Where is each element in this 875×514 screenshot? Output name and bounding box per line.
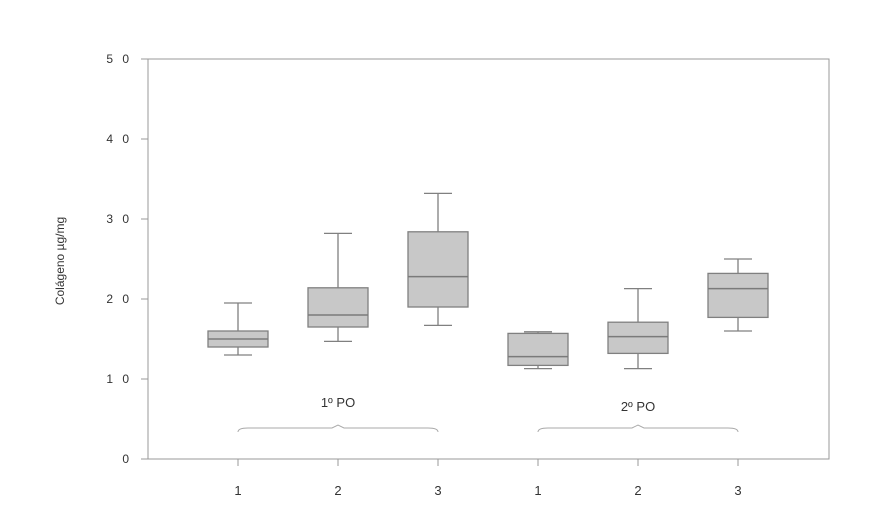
- box-iqr: [707, 272, 769, 319]
- group-2: 2º PO: [537, 399, 739, 433]
- box-3: [407, 192, 469, 327]
- box-iqr: [307, 287, 369, 328]
- y-tick-label: 4 0: [106, 132, 132, 146]
- box-2: [307, 232, 369, 343]
- group-annotations: 1º PO 2º PO: [237, 395, 739, 433]
- box-iqr: [507, 332, 569, 367]
- y-axis-label: Colágeno µg/mg: [53, 217, 67, 305]
- box-iqr: [407, 231, 469, 308]
- x-tick-label: 1: [234, 483, 241, 498]
- y-axis-ticks: 0 1 0 2 0 3 0 4 0 5 0: [106, 52, 148, 466]
- box-1: [207, 302, 269, 356]
- box-4: [507, 331, 569, 370]
- box-6: [707, 258, 769, 332]
- box-series: [207, 192, 769, 370]
- x-tick-label: 2: [334, 483, 341, 498]
- y-tick-label: 1 0: [106, 372, 132, 386]
- y-tick-label: 0: [122, 452, 132, 466]
- x-tick-label: 2: [634, 483, 641, 498]
- y-tick-label: 5 0: [106, 52, 132, 66]
- x-axis-ticks: 1 2 3 1 2 3: [234, 459, 742, 498]
- group-label: 2º PO: [621, 399, 655, 414]
- x-tick-label: 3: [734, 483, 741, 498]
- group-label: 1º PO: [321, 395, 355, 410]
- group-1: 1º PO: [237, 395, 439, 433]
- box-5: [607, 287, 669, 370]
- y-tick-label: 2 0: [106, 292, 132, 306]
- plot-frame: [147, 58, 830, 460]
- group-brace: [237, 424, 439, 433]
- box-iqr: [607, 321, 669, 355]
- y-tick-label: 3 0: [106, 212, 132, 226]
- x-tick-label: 3: [434, 483, 441, 498]
- x-tick-label: 1: [534, 483, 541, 498]
- group-brace: [537, 424, 739, 433]
